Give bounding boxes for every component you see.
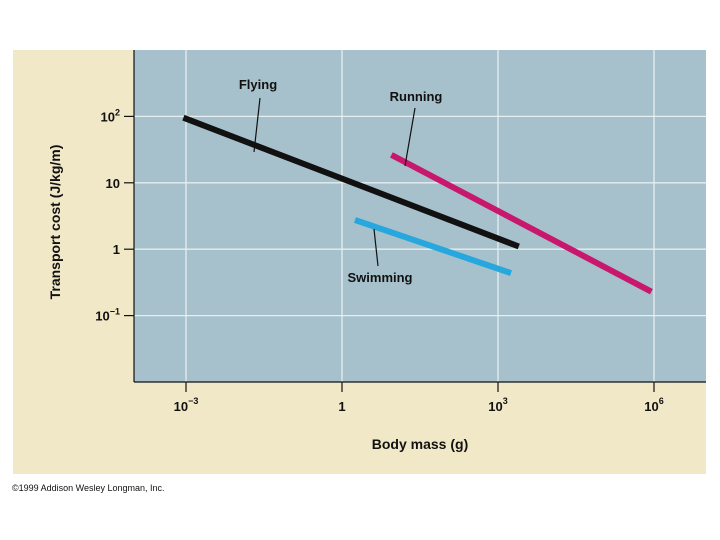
leader-line-swimming bbox=[373, 228, 379, 267]
series-labels: Flying Running Swimming bbox=[239, 77, 443, 285]
y-tick-label: 102 bbox=[101, 107, 120, 124]
y-tick-label: 1 bbox=[113, 242, 120, 257]
axes bbox=[124, 50, 706, 392]
x-tick-label: 103 bbox=[488, 396, 507, 414]
x-axis-label: Body mass (g) bbox=[372, 436, 468, 452]
leader-line-flying bbox=[253, 97, 261, 153]
series-line-swimming bbox=[354, 217, 512, 276]
x-tick-label: 1 bbox=[338, 399, 345, 414]
series-line-running bbox=[390, 152, 653, 295]
series-line-flying bbox=[182, 114, 520, 250]
x-tick-label: 10−3 bbox=[174, 396, 199, 414]
series bbox=[182, 114, 653, 295]
leader-line-running bbox=[404, 107, 416, 167]
plot-area bbox=[134, 50, 706, 382]
series-label-swimming: Swimming bbox=[347, 270, 412, 285]
tick-labels: 102 10 1 10−1 10−3 1 103 106 bbox=[95, 107, 663, 414]
y-axis-label: Transport cost (J/kg/m) bbox=[47, 145, 63, 300]
grid bbox=[134, 50, 706, 382]
y-tick-label: 10−1 bbox=[95, 307, 120, 324]
copyright-text: ©1999 Addison Wesley Longman, Inc. bbox=[12, 483, 165, 493]
x-tick-label: 106 bbox=[644, 396, 663, 414]
y-tick-label: 10 bbox=[106, 176, 120, 191]
series-label-running: Running bbox=[390, 89, 443, 104]
series-label-flying: Flying bbox=[239, 77, 277, 92]
